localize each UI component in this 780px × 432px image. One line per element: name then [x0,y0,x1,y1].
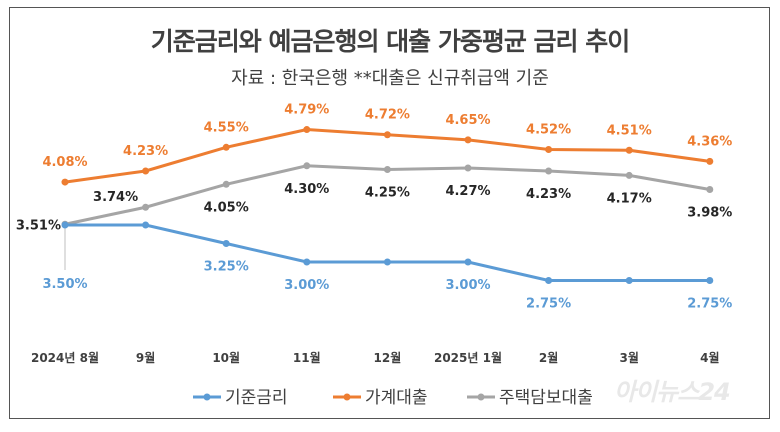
data-label: 4.79% [284,103,329,118]
data-point [545,146,553,154]
data-label: 3.98% [687,205,732,220]
x-tick-label: 11월 [293,350,321,365]
data-label: 3.00% [445,278,490,293]
data-point [706,157,714,165]
data-point [383,131,391,139]
x-tick-label: 2024년 8월 [31,350,99,365]
chart-subtitle: 자료 : 한국은행 **대출은 신규취급액 기준 [231,68,549,89]
legend-label: 기준금리 [225,388,288,408]
data-point [142,203,150,211]
data-point [303,258,311,266]
data-point [464,164,472,172]
x-tick-label: 2025년 1월 [434,350,502,365]
data-point [625,277,633,284]
data-label: 4.17% [607,191,652,206]
data-label: 4.23% [123,144,168,159]
data-point [383,258,391,266]
data-point [545,167,553,175]
data-label: 4.65% [445,113,490,128]
data-label: 4.05% [204,200,249,215]
data-point [303,126,311,134]
data-point [142,221,150,229]
data-label: 4.36% [687,134,732,149]
data-label: 4.25% [365,186,410,201]
data-label: 4.30% [284,182,329,197]
data-label: 2.75% [526,297,571,312]
data-label: 3.50% [42,277,87,292]
data-point [222,143,230,151]
x-tick-label: 12월 [374,350,402,365]
data-label: 4.55% [204,120,249,135]
data-point [61,221,69,229]
data-label: 4.52% [526,123,571,138]
data-point [222,180,230,188]
data-point [625,146,633,154]
data-label: 4.23% [526,187,571,202]
data-label: 3.25% [204,260,249,275]
x-tick-label: 4월 [700,350,719,365]
data-point [706,185,714,193]
data-point [142,167,150,175]
legend-item: 가계대출 [333,388,428,408]
x-tick-label: 3월 [620,350,639,365]
data-label: 4.08% [42,155,87,170]
data-label: 2.75% [687,297,732,312]
data-point [545,277,553,284]
data-point [61,178,69,186]
data-label: 3.51% [16,218,61,233]
data-point [383,166,391,173]
legend-label: 주택담보대출 [499,388,593,408]
legend-label: 가계대출 [365,388,428,408]
chart-title: 기준금리와 예금은행의 대출 가중평균 금리 추이 [150,27,631,56]
data-point [303,162,311,170]
data-label: 3.74% [93,190,138,205]
watermark-logo: 아이뉴스24 [614,378,731,406]
data-point [464,258,472,266]
data-point [464,136,472,144]
data-label: 4.27% [445,184,490,199]
legend-item: 주택담보대출 [467,388,593,408]
data-point [706,277,714,284]
data-point [222,240,230,247]
data-point [625,171,633,179]
data-label: 4.51% [607,123,652,138]
series-line-0 [65,223,710,282]
chart-frame [9,7,770,419]
x-tick-label: 2월 [539,350,558,365]
data-label: 4.72% [365,108,410,123]
data-label: 3.00% [284,278,329,293]
x-tick-label: 10월 [212,350,240,365]
legend-item: 기준금리 [193,388,288,408]
x-tick-label: 9월 [136,350,155,365]
